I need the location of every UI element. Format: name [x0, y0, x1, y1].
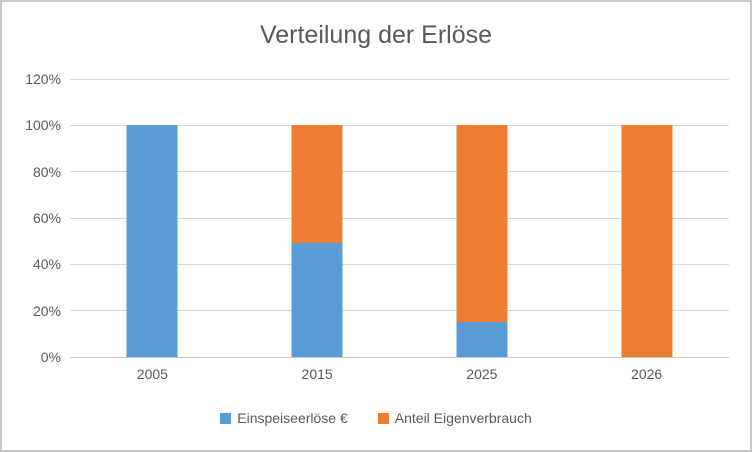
- plot-area: [70, 78, 729, 358]
- y-axis-label-100: 100%: [25, 117, 61, 134]
- x-axis-label-2026: 2026: [631, 366, 663, 382]
- bar-segment-2025-anteil-eigenverbrauch[interactable]: [456, 125, 508, 323]
- x-axis: 2005 2015 2025 2026: [70, 366, 729, 384]
- y-axis-label-20: 20%: [32, 302, 61, 319]
- x-axis-label-2015: 2015: [301, 366, 333, 382]
- legend-item-anteil-eigenverbrauch[interactable]: Anteil Eigenverbrauch: [377, 410, 532, 426]
- y-axis-label-40: 40%: [32, 256, 61, 273]
- legend-swatch-einspeiseerl-se: [220, 412, 232, 424]
- y-axis-label-80: 80%: [32, 163, 61, 180]
- bar-segment-2025-einspeiseerl-se[interactable]: [456, 322, 508, 357]
- legend-item-einspeiseerl-se[interactable]: Einspeiseerlöse €: [220, 410, 348, 426]
- legend-label-einspeiseerl-se: Einspeiseerlöse €: [237, 410, 348, 426]
- gridline-60: [70, 217, 729, 219]
- bar-segment-2015-einspeiseerl-se[interactable]: [291, 243, 343, 357]
- legend-swatch-anteil-eigenverbrauch: [377, 412, 389, 424]
- x-axis-label-2005: 2005: [136, 366, 168, 382]
- y-axis-label-60: 60%: [32, 210, 61, 226]
- legend: Einspeiseerlöse € Anteil Eigenverbrauch: [2, 408, 750, 428]
- bar-segment-2005-einspeiseerl-se[interactable]: [126, 125, 178, 357]
- chart-title: Verteilung der Erlöse: [259, 21, 493, 49]
- legend-label-anteil-eigenverbrauch: Anteil Eigenverbrauch: [394, 410, 532, 426]
- x-axis-label-2025: 2025: [466, 366, 498, 382]
- bar-segment-2026-anteil-eigenverbrauch[interactable]: [621, 125, 673, 357]
- gridline-20: [70, 310, 729, 312]
- gridline-40: [70, 263, 729, 265]
- y-axis-label-0: 0%: [40, 349, 61, 365]
- y-axis-label-120: 120%: [25, 71, 61, 87]
- gridline-120: [70, 78, 729, 80]
- y-axis: 0% 20% 40% 60% 80% 100% 120%: [2, 71, 61, 365]
- gridline-80: [70, 171, 729, 173]
- gridline-100: [70, 124, 729, 126]
- bar-segment-2015-anteil-eigenverbrauch[interactable]: [291, 125, 343, 244]
- x-axis-line: [70, 356, 729, 358]
